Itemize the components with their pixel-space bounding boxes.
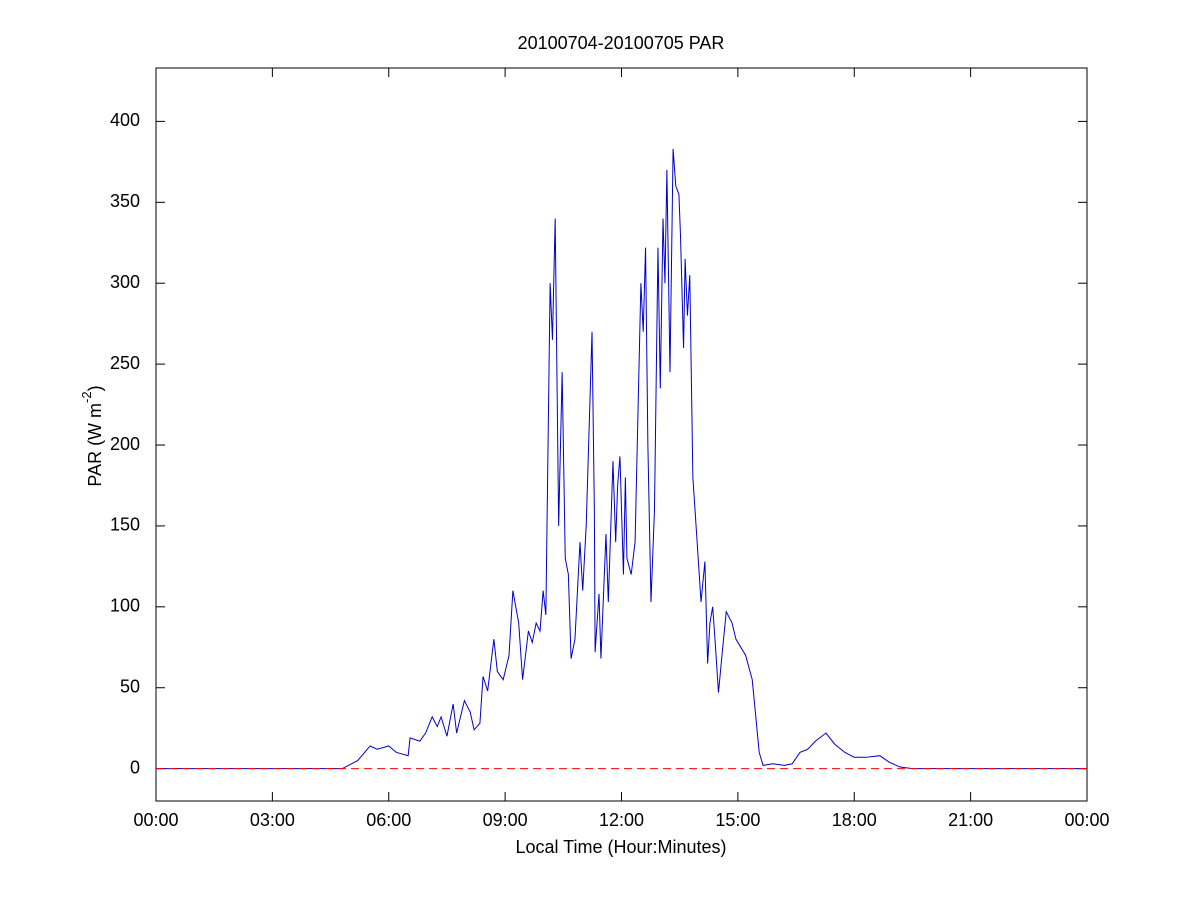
y-tick-label: 300: [110, 272, 140, 292]
y-axis-label: PAR (W m-2): [79, 385, 104, 486]
x-tick-label: 18:00: [832, 810, 877, 830]
x-tick-label: 09:00: [483, 810, 528, 830]
y-tick-label: 250: [110, 353, 140, 373]
y-label-end: ): [85, 385, 105, 391]
x-axis-label: Local Time (Hour:Minutes): [515, 837, 726, 857]
y-tick-label: 400: [110, 110, 140, 130]
x-tick-label: 00:00: [133, 810, 178, 830]
chart-title: 20100704-20100705 PAR: [518, 33, 725, 53]
x-tick-label: 21:00: [948, 810, 993, 830]
y-tick-label: 350: [110, 191, 140, 211]
y-tick-label: 150: [110, 515, 140, 535]
x-tick-label: 03:00: [250, 810, 295, 830]
x-tick-label: 12:00: [599, 810, 644, 830]
y-tick-label: 0: [130, 757, 140, 777]
y-tick-label: 100: [110, 596, 140, 616]
x-tick-label: 00:00: [1064, 810, 1109, 830]
x-tick-label: 06:00: [366, 810, 411, 830]
y-tick-label: 200: [110, 434, 140, 454]
y-label-text: PAR (W m: [85, 403, 105, 487]
y-tick-label: 50: [120, 676, 140, 696]
x-tick-label: 15:00: [715, 810, 760, 830]
y-label-sup: -2: [79, 391, 94, 403]
data-line: [156, 148, 1087, 770]
